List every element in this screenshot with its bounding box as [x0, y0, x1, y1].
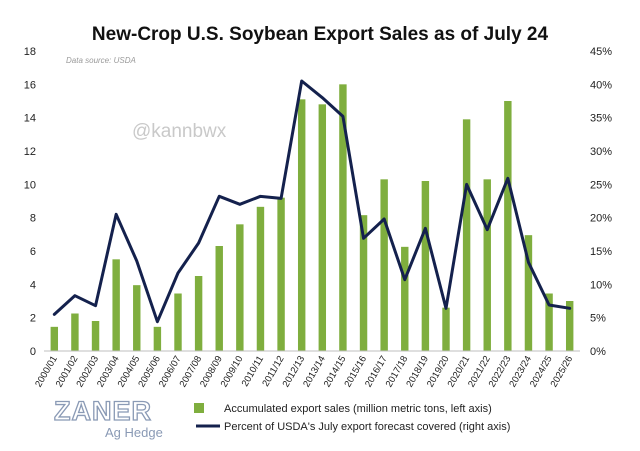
y-left-tick-label: 8 — [30, 213, 36, 225]
y-left-tick-label: 12 — [24, 146, 36, 158]
y-right-tick-label: 5% — [590, 313, 606, 325]
bar-2008-09 — [215, 246, 223, 351]
line-series — [52, 79, 572, 324]
y-right-tick-label: 45% — [590, 46, 612, 58]
bar-2010-11 — [256, 206, 265, 351]
bar-2011-12 — [277, 197, 285, 351]
bar-2002-03 — [91, 321, 100, 351]
bar-2021-22 — [483, 179, 491, 351]
bar-2017-18 — [401, 246, 409, 351]
y-right-tick-label: 15% — [590, 246, 612, 258]
bar-2022-23 — [504, 101, 512, 351]
y-axis-right: 0% 5% 10% 15% 20% 25% 30% 35% 40% 45% — [590, 46, 612, 358]
x-axis: 2000/012001/022002/032003/042004/052005/… — [33, 354, 575, 389]
bar-2003-04 — [112, 259, 120, 351]
y-left-tick-label: 0 — [30, 346, 36, 358]
bar-2014-15 — [339, 84, 347, 351]
bar-2007-08 — [194, 276, 203, 351]
y-left-tick-label: 10 — [24, 179, 36, 191]
y-right-tick-label: 40% — [590, 79, 612, 91]
y-left-tick-label: 14 — [24, 113, 36, 125]
y-right-tick-label: 30% — [590, 146, 612, 158]
bar-2006-07 — [174, 293, 182, 351]
bar-2019-20 — [442, 307, 450, 351]
bar-2005-06 — [153, 326, 162, 351]
zaner-logo: ZANER Ag Hedge — [53, 395, 163, 440]
bar-2000-01 — [50, 326, 59, 351]
logo-subtitle: Ag Hedge — [105, 425, 163, 440]
y-left-tick-label: 16 — [24, 79, 36, 91]
legend-swatch-bar — [194, 403, 204, 413]
y-right-tick-label: 0% — [590, 346, 606, 358]
bar-2015-16 — [359, 215, 368, 351]
bar-2004-05 — [133, 285, 141, 351]
y-right-tick-label: 10% — [590, 279, 612, 291]
bar-2024-25 — [545, 293, 553, 351]
y-left-tick-label: 2 — [30, 313, 36, 325]
percent-covered-line — [52, 79, 572, 324]
bar-2009-10 — [236, 224, 244, 351]
bar-2025-26 — [565, 301, 574, 351]
chart-title: New-Crop U.S. Soybean Export Sales as of… — [92, 24, 549, 45]
logo-wordmark: ZANER — [54, 396, 152, 426]
legend-label-line: Percent of USDA's July export forecast c… — [224, 421, 510, 433]
legend: Accumulated export sales (million metric… — [194, 403, 510, 433]
source-note: Data source: USDA — [66, 56, 136, 65]
bar-2016-17 — [380, 179, 388, 351]
y-axis-left: 0 2 4 6 8 10 12 14 16 18 — [24, 46, 36, 358]
y-right-tick-label: 35% — [590, 113, 612, 125]
bar-2023-24 — [524, 235, 533, 351]
bar-2020-21 — [462, 119, 471, 351]
y-left-tick-label: 18 — [24, 46, 36, 58]
y-left-tick-label: 4 — [30, 279, 36, 291]
bar-2013-14 — [318, 104, 327, 351]
y-right-tick-label: 20% — [590, 213, 612, 225]
legend-label-bar: Accumulated export sales (million metric… — [224, 403, 492, 415]
bar-2012-13 — [297, 99, 306, 351]
y-left-tick-label: 6 — [30, 246, 36, 258]
bar-series — [50, 84, 574, 351]
watermark: @kannbwx — [132, 121, 227, 142]
y-right-tick-label: 25% — [590, 179, 612, 191]
bar-2001-02 — [71, 313, 79, 351]
bar-2018-19 — [421, 181, 430, 351]
